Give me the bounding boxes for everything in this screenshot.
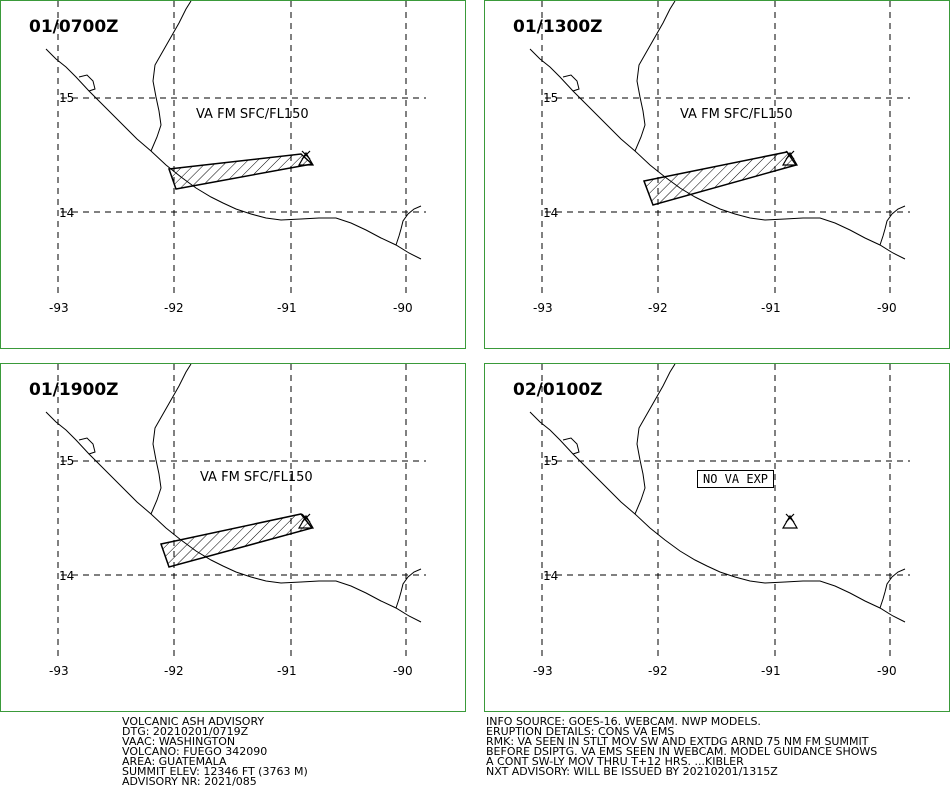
coastline [45, 411, 422, 623]
lon-label-90: -90 [877, 301, 897, 315]
border-guatemala-elsalvador [395, 205, 422, 246]
border-mexico-guatemala [150, 364, 192, 515]
border-guatemala-elsalvador [879, 205, 906, 246]
advisory-line: VAAC: WASHINGTON [122, 735, 236, 748]
lon-label-91: -91 [761, 301, 781, 315]
ash-level-label: VA FM SFC/FL150 [200, 470, 313, 485]
lat-label-15: 15 [543, 91, 559, 105]
ash-cloud-polygon [160, 513, 314, 568]
coast-detail [78, 437, 96, 455]
lon-label-93: -93 [49, 664, 69, 678]
advisory-line: NXT ADVISORY: WILL BE ISSUED BY 20210201… [486, 765, 778, 778]
coast-detail [562, 74, 580, 92]
lon-label-92: -92 [164, 664, 184, 678]
border-guatemala-elsalvador [395, 568, 422, 609]
no-va-expected-box: NO VA EXP [697, 470, 775, 488]
lon-label-93: -93 [533, 301, 553, 315]
lat-label-15: 15 [59, 454, 75, 468]
forecast-panel-1900z: 01/1900Z 15 14 -93 -92 -91 -90 VA FM SFC… [0, 363, 466, 712]
ash-level-label: VA FM SFC/FL150 [196, 107, 309, 122]
panel-time-title: 02/0100Z [513, 380, 603, 400]
lon-label-90: -90 [393, 301, 413, 315]
map-canvas [45, 364, 426, 659]
advisory-line: VOLCANIC ASH ADVISORY [122, 715, 265, 728]
map-canvas [529, 1, 910, 296]
panel-time-title: 01/1300Z [513, 17, 603, 37]
advisory-line: BEFORE DSIPTG. VA EMS SEEN IN WEBCAM. MO… [486, 745, 878, 758]
lat-label-14: 14 [543, 206, 559, 220]
forecast-panel-0100z: 02/0100Z 15 14 -93 -92 -91 -90 NO VA EXP [484, 363, 950, 712]
forecast-panel-0700z: 01/0700Z 15 14 -93 -92 -91 -90 VA FM SFC… [0, 0, 466, 349]
lon-label-91: -91 [761, 664, 781, 678]
lat-label-14: 14 [59, 569, 75, 583]
advisory-line: AREA: GUATEMALA [122, 755, 227, 768]
border-guatemala-elsalvador [879, 568, 906, 609]
border-mexico-guatemala [634, 364, 676, 515]
ash-cloud-polygon [167, 153, 314, 190]
panel-time-title: 01/1900Z [29, 380, 119, 400]
lon-label-90: -90 [877, 664, 897, 678]
lon-label-90: -90 [393, 664, 413, 678]
lat-label-14: 14 [59, 206, 75, 220]
coastline [529, 411, 906, 623]
lon-label-93: -93 [533, 664, 553, 678]
ash-level-label: VA FM SFC/FL150 [680, 107, 793, 122]
panel-time-title: 01/0700Z [29, 17, 119, 37]
advisory-line: DTG: 20210201/0719Z [122, 725, 249, 738]
ash-cloud-polygon [642, 151, 798, 206]
lon-label-91: -91 [277, 301, 297, 315]
coast-detail [78, 74, 96, 92]
lat-label-15: 15 [543, 454, 559, 468]
advisory-line: SUMMIT ELEV: 12346 FT (3763 M) [122, 765, 308, 778]
map-canvas [45, 1, 426, 296]
lon-label-93: -93 [49, 301, 69, 315]
lat-label-15: 15 [59, 91, 75, 105]
advisory-line: ERUPTION DETAILS: CONS VA EMS [486, 725, 675, 738]
advisory-line: ADVISORY NR: 2021/085 [122, 775, 257, 788]
advisory-line: A CONT SW-LY MOV THRU T+12 HRS. ...KIBLE… [486, 755, 744, 768]
lat-label-14: 14 [543, 569, 559, 583]
lon-label-91: -91 [277, 664, 297, 678]
map-canvas [529, 364, 910, 659]
advisory-line: INFO SOURCE: GOES-16. WEBCAM. NWP MODELS… [486, 715, 761, 728]
border-mexico-guatemala [634, 1, 676, 152]
coast-detail [562, 437, 580, 455]
advisory-remarks-block: INFO SOURCE: GOES-16. WEBCAM. NWP MODELS… [486, 715, 878, 778]
advisory-header-block: VOLCANIC ASH ADVISORY DTG: 20210201/0719… [122, 715, 308, 788]
forecast-panel-1300z: 01/1300Z 15 14 -93 -92 -91 -90 VA FM SFC… [484, 0, 950, 349]
advisory-line: VOLCANO: FUEGO 342090 [122, 745, 268, 758]
lon-label-92: -92 [648, 301, 668, 315]
coastline [529, 48, 906, 260]
coastline [45, 48, 422, 260]
advisory-line: RMK: VA SEEN IN STLT MOV SW AND EXTDG AR… [486, 735, 869, 748]
border-mexico-guatemala [150, 1, 192, 152]
lon-label-92: -92 [648, 664, 668, 678]
volcano-triangle-icon [781, 513, 799, 529]
lon-label-92: -92 [164, 301, 184, 315]
